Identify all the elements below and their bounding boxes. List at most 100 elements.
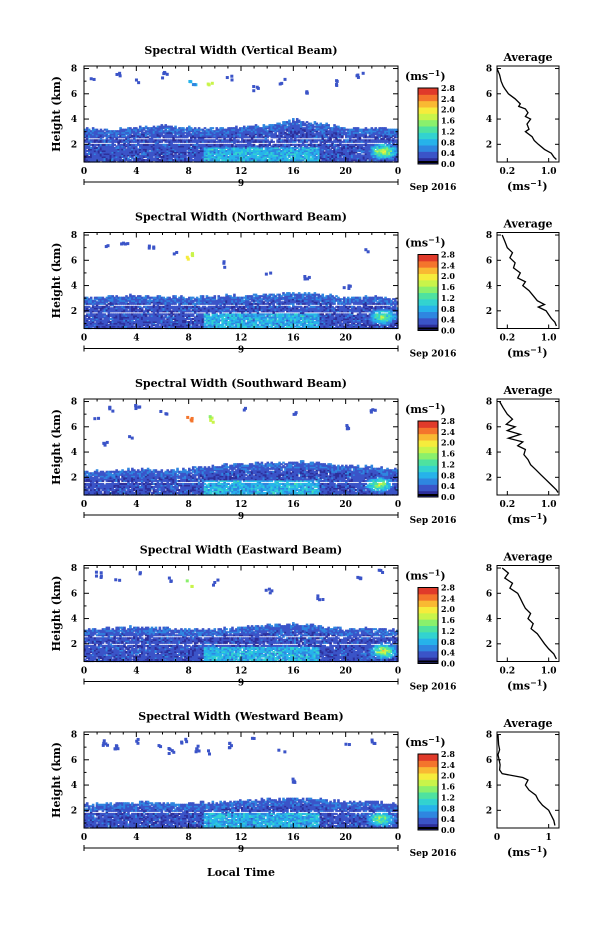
heatmap-cell: [85, 154, 89, 157]
heatmap-cell: [209, 128, 213, 131]
heatmap-cell: [133, 149, 136, 152]
heatmap-cell: [215, 148, 219, 151]
heatmap-cell: [136, 151, 140, 154]
heatmap-cell: [154, 143, 158, 146]
heatmap-cell: [188, 125, 191, 128]
heatmap-cell: [184, 158, 187, 162]
heatmap-cell: [203, 140, 207, 143]
heatmap-cell: [95, 154, 99, 157]
heatmap-cell: [121, 139, 124, 142]
heatmap-cell: [235, 125, 238, 128]
heatmap-cell: [217, 140, 221, 143]
heatmap-cell: [178, 149, 181, 152]
heatmap-cell: [97, 133, 101, 136]
heatmap-cell: [180, 143, 183, 146]
heatmap-cell: [162, 149, 166, 152]
heatmap-cell: [113, 140, 116, 143]
heatmap-cell: [205, 152, 209, 156]
heatmap-cell: [144, 140, 148, 143]
heatmap-cell: [201, 130, 205, 133]
heatmap-cell: [107, 149, 111, 152]
heatmap-cell: [199, 134, 203, 137]
heatmap-cell: [172, 155, 175, 159]
heatmap-cell: [166, 145, 169, 148]
heatmap-cell: [123, 134, 126, 137]
day-label: 9: [238, 179, 244, 189]
y-tick-label: 6: [71, 90, 77, 100]
heatmap-cell: [129, 133, 132, 136]
heatmap-cell: [201, 134, 205, 137]
heatmap-cell: [85, 157, 89, 160]
heatmap-cell: [172, 149, 175, 152]
heatmap-cell: [84, 131, 87, 134]
heatmap-cell: [146, 155, 150, 159]
heatmap-cell: [91, 157, 95, 160]
heatmap-cell: [129, 152, 132, 156]
colorbar-tick-label: 2.4: [441, 94, 455, 104]
heatmap-cell: [156, 148, 160, 151]
heatmap-cell: [89, 146, 93, 149]
heatmap-cell: [205, 155, 209, 159]
heatmap-cell: [119, 148, 122, 151]
heatmap-cell: [193, 128, 197, 131]
heatmap-cell: [105, 146, 109, 149]
heatmap-cell: [129, 131, 132, 134]
heatmap-cell: [135, 151, 138, 154]
heatmap-cell: [199, 128, 203, 131]
heatmap-cell: [156, 139, 160, 142]
heatmap-cell: [138, 149, 142, 152]
heatmap-cell: [156, 131, 160, 134]
heatmap-cell: [201, 133, 205, 136]
heatmap-cell: [103, 145, 107, 148]
heatmap-cell: [95, 140, 99, 143]
heatmap-cell: [209, 131, 213, 134]
heatmap-cell: [168, 158, 171, 162]
heatmap-cell: [156, 155, 160, 159]
heatmap-cell: [170, 154, 173, 157]
heatmap-cell: [176, 140, 179, 143]
heatmap-cell: [97, 157, 101, 160]
heatmap-cell: [164, 140, 168, 143]
heatmap-cell: [146, 158, 150, 162]
heatmap-cell: [146, 140, 150, 143]
heatmap-cell: [162, 152, 166, 156]
heatmap-cell: [191, 158, 195, 162]
heatmap-cell: [142, 133, 146, 136]
heatmap-cell: [103, 128, 107, 131]
heatmap-cell: [131, 136, 134, 139]
heatmap-cell: [199, 136, 203, 139]
heatmap-cell: [174, 152, 177, 156]
heatmap-cell: [144, 146, 148, 149]
heatmap-cell: [85, 152, 89, 156]
heatmap-cell: [199, 149, 203, 152]
heatmap-cell: [219, 143, 222, 146]
heatmap-cell: [221, 154, 224, 157]
heatmap-cell: [164, 131, 168, 134]
heatmap-cell: [215, 146, 219, 149]
heatmap-cell: [142, 143, 146, 146]
heatmap-cell: [172, 127, 175, 130]
heatmap-cell: [142, 151, 146, 154]
heatmap-cell: [91, 146, 95, 149]
heatmap-cell: [113, 134, 116, 137]
heatmap-cell: [140, 149, 144, 152]
heatmap-cell: [117, 142, 120, 145]
heatmap-cell: [174, 133, 177, 136]
heatmap-cell: [207, 313, 211, 316]
heatmap-cell: [158, 154, 162, 157]
heatmap-cell: [144, 145, 148, 148]
heatmap-cell: [111, 146, 115, 149]
heatmap-cell: [170, 131, 173, 134]
heatmap-cell: [197, 130, 201, 133]
heatmap-cell: [203, 157, 207, 160]
heatmap-cell: [201, 128, 205, 131]
heatmap-cell: [84, 148, 87, 151]
heatmap-cell: [209, 143, 213, 146]
heatmap-cell: [176, 143, 179, 146]
heatmap-cell: [188, 152, 191, 156]
heatmap-cell: [203, 148, 207, 151]
heatmap-cell: [217, 143, 221, 146]
heatmap-cell: [162, 125, 166, 128]
heatmap-cell: [95, 139, 99, 142]
heatmap-cell: [195, 128, 199, 131]
